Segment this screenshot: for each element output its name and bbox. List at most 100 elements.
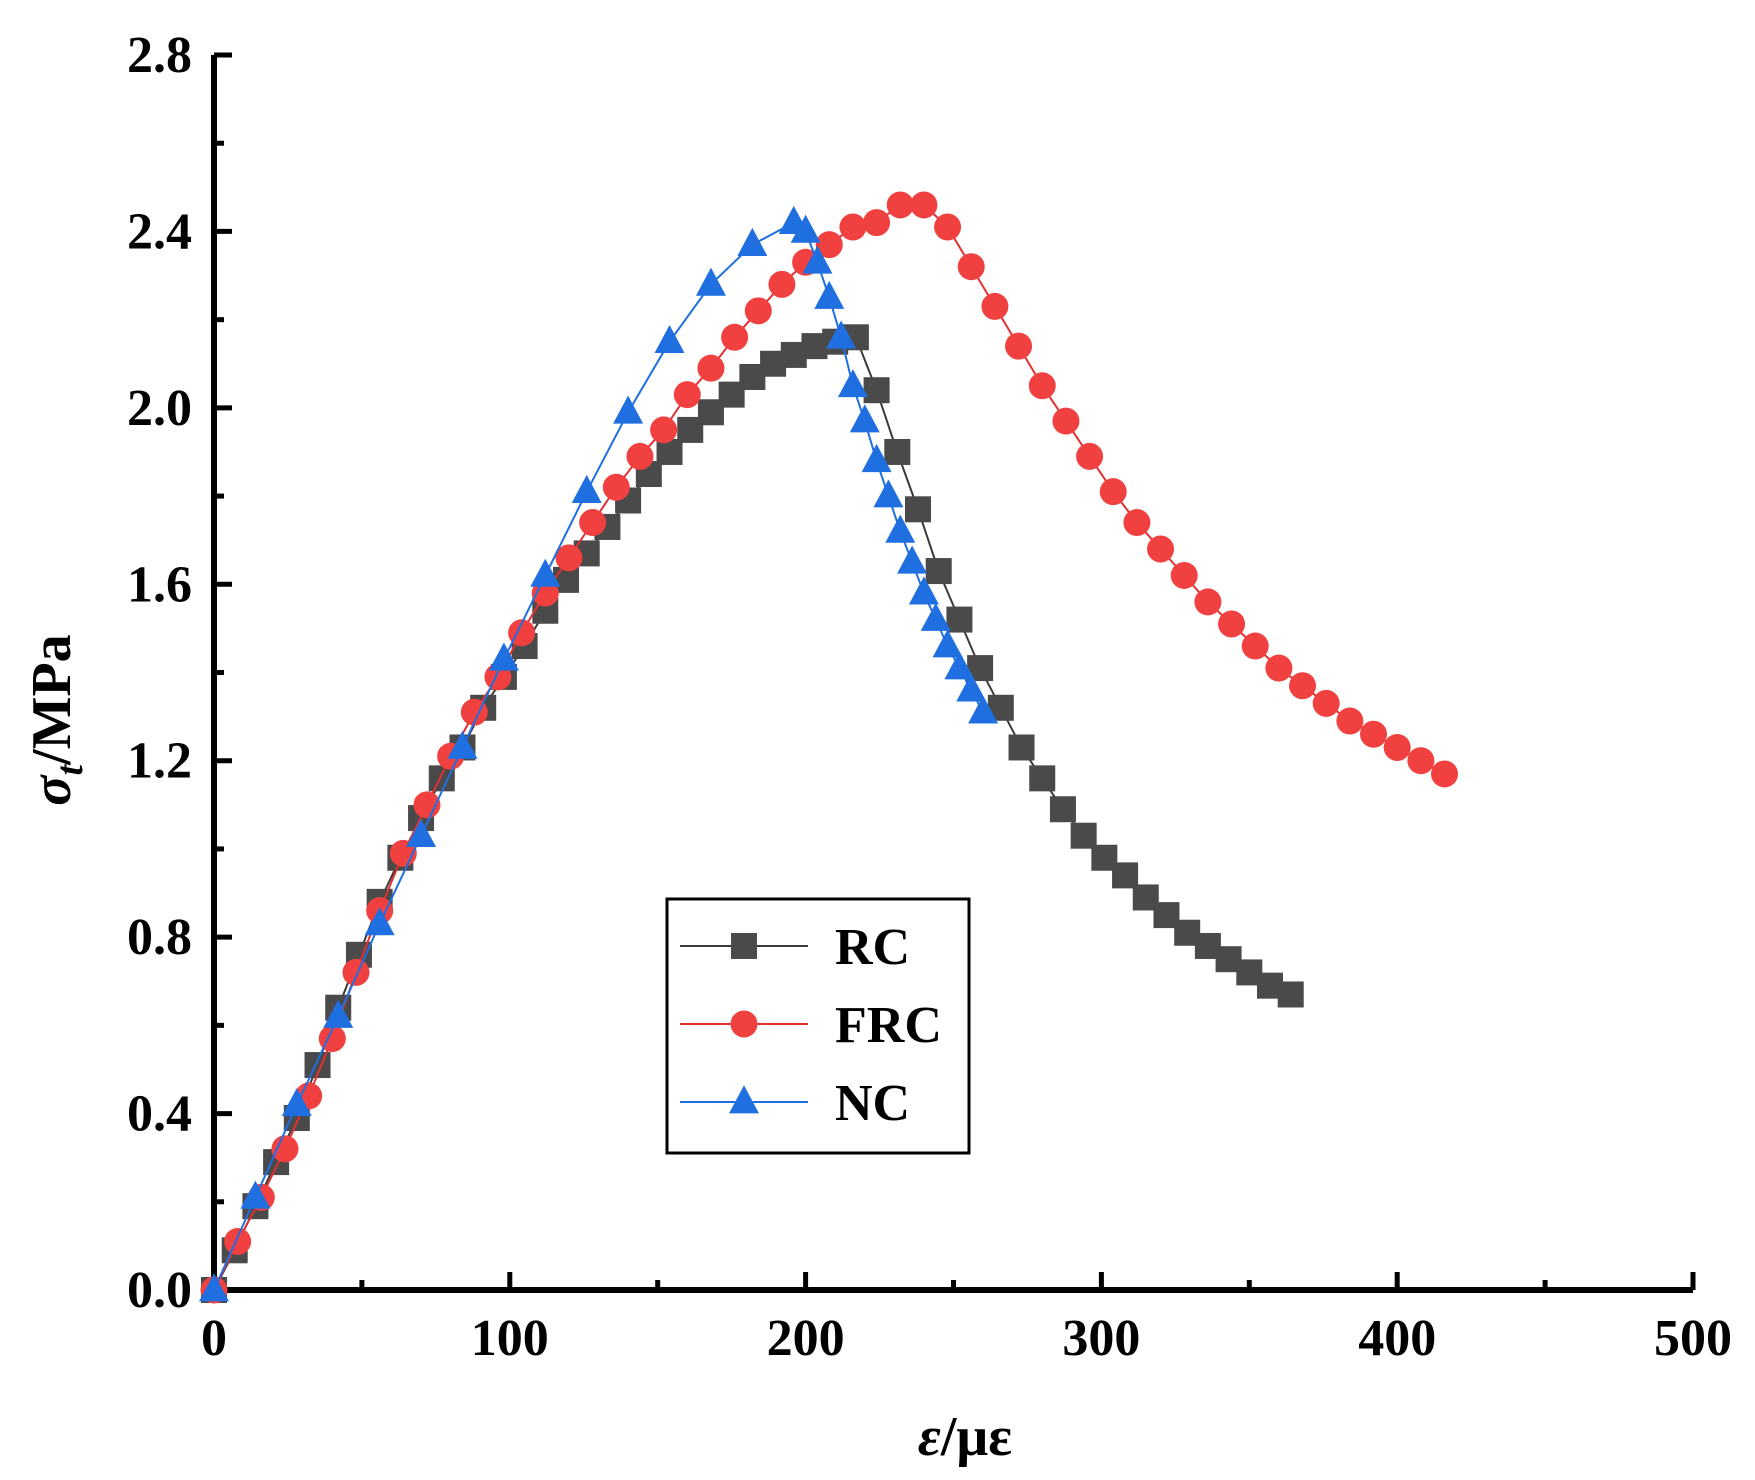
y-tick-label: 2.0	[127, 380, 192, 437]
data-point-frc	[579, 509, 607, 537]
data-point-nc	[861, 444, 892, 473]
legend-marker-nc	[729, 1085, 759, 1114]
data-point-nc	[885, 514, 916, 543]
data-point-nc	[654, 324, 685, 354]
data-point-nc	[897, 545, 928, 574]
data-point-nc	[571, 474, 602, 504]
data-point-frc	[555, 544, 583, 572]
data-point-frc	[1407, 747, 1435, 775]
y-tick-label: 2.8	[127, 27, 192, 84]
data-point-frc	[744, 297, 772, 325]
y-tick-label: 1.2	[127, 733, 192, 790]
data-point-nc	[826, 320, 857, 349]
data-point-rc	[946, 606, 973, 633]
y-tick-label: 0.0	[127, 1262, 192, 1319]
data-point-rc	[1049, 796, 1076, 823]
y-axis-title: σt/MPa	[21, 634, 91, 805]
data-point-nc	[406, 818, 437, 848]
data-point-nc	[802, 245, 833, 274]
axes-layer: 0.0 0.4 0.8 1.2 1.6 2.0 2.4 2.8 0 100 200 300 400 500	[127, 27, 1732, 1367]
data-point-frc	[815, 231, 843, 259]
data-point-frc	[271, 1135, 299, 1163]
data-point-frc	[1123, 509, 1151, 537]
data-point-frc	[981, 292, 1009, 320]
data-point-frc	[1005, 332, 1033, 360]
data-point-frc	[460, 698, 488, 726]
data-point-frc	[863, 209, 891, 237]
data-point-nc	[199, 1273, 229, 1302]
data-point-nc	[920, 602, 951, 631]
x-tick-label: 500	[1654, 1310, 1732, 1367]
x-tick-label: 100	[471, 1310, 549, 1367]
data-point-frc	[957, 253, 985, 281]
x-tick-label: 300	[1062, 1310, 1140, 1367]
legend-marker-rc	[731, 933, 757, 959]
data-point-frc	[910, 191, 938, 219]
data-point-nc	[837, 369, 868, 398]
data-point-nc	[613, 395, 644, 424]
data-point-rc	[1008, 734, 1035, 761]
data-point-nc	[281, 1088, 312, 1117]
data-point-frc	[508, 619, 536, 647]
data-point-frc	[1336, 707, 1364, 735]
legend-label-rc: RC	[835, 919, 910, 976]
data-point-frc	[626, 442, 654, 470]
data-point-frc	[1289, 672, 1317, 700]
data-point-frc	[1218, 610, 1246, 638]
data-point-frc	[934, 213, 962, 241]
data-point-rc	[1112, 862, 1139, 889]
data-point-frc	[673, 381, 701, 409]
data-point-nc	[737, 227, 768, 257]
data-point-nc	[814, 280, 845, 309]
data-point-frc	[721, 323, 749, 351]
data-point-rc	[656, 438, 683, 465]
data-point-frc	[602, 473, 630, 501]
data-point-nc	[790, 214, 821, 243]
series-nc	[199, 205, 999, 1302]
data-point-nc	[447, 730, 478, 759]
x-tick-label: 0	[201, 1310, 227, 1367]
data-point-frc	[1147, 535, 1175, 563]
x-axis-title: ε/με	[918, 1406, 1012, 1468]
data-point-frc	[1099, 478, 1127, 506]
data-point-rc	[1070, 822, 1097, 849]
y-tick-label: 2.4	[127, 203, 192, 260]
data-point-frc	[839, 213, 867, 241]
data-point-frc	[1431, 760, 1459, 788]
data-point-frc	[1360, 720, 1388, 748]
legend: RC FRC NC	[665, 897, 971, 1155]
y-tick-label: 1.6	[127, 556, 192, 613]
data-point-nc	[364, 907, 395, 936]
data-point-nc	[323, 999, 354, 1028]
data-point-frc	[413, 791, 441, 819]
data-point-frc	[768, 270, 796, 298]
data-point-nc	[932, 629, 963, 658]
y-tick-label: 0.8	[127, 909, 192, 966]
legend-marker-frc	[730, 1010, 758, 1038]
data-point-nc	[968, 695, 999, 724]
data-point-nc	[944, 651, 975, 680]
data-point-frc	[1076, 442, 1104, 470]
data-point-frc	[224, 1227, 252, 1255]
data-point-frc	[1383, 733, 1411, 761]
data-point-frc	[1241, 632, 1269, 660]
data-point-nc	[695, 267, 726, 296]
data-point-nc	[908, 576, 939, 605]
data-point-nc	[240, 1180, 271, 1209]
data-point-nc	[956, 673, 987, 702]
series-rc	[201, 324, 1304, 1303]
data-point-frc	[886, 191, 914, 219]
data-point-frc	[1312, 689, 1340, 717]
data-point-frc	[650, 416, 678, 444]
data-point-frc	[1052, 407, 1080, 435]
data-point-nc	[849, 404, 880, 433]
data-point-frc	[1265, 654, 1293, 682]
data-point-frc	[697, 354, 725, 382]
series-frc	[200, 191, 1459, 1304]
legend-label-frc: FRC	[835, 997, 942, 1054]
data-point-rc	[884, 438, 911, 465]
data-point-rc	[905, 496, 932, 523]
data-point-nc	[873, 479, 904, 508]
data-point-rc	[863, 377, 890, 404]
